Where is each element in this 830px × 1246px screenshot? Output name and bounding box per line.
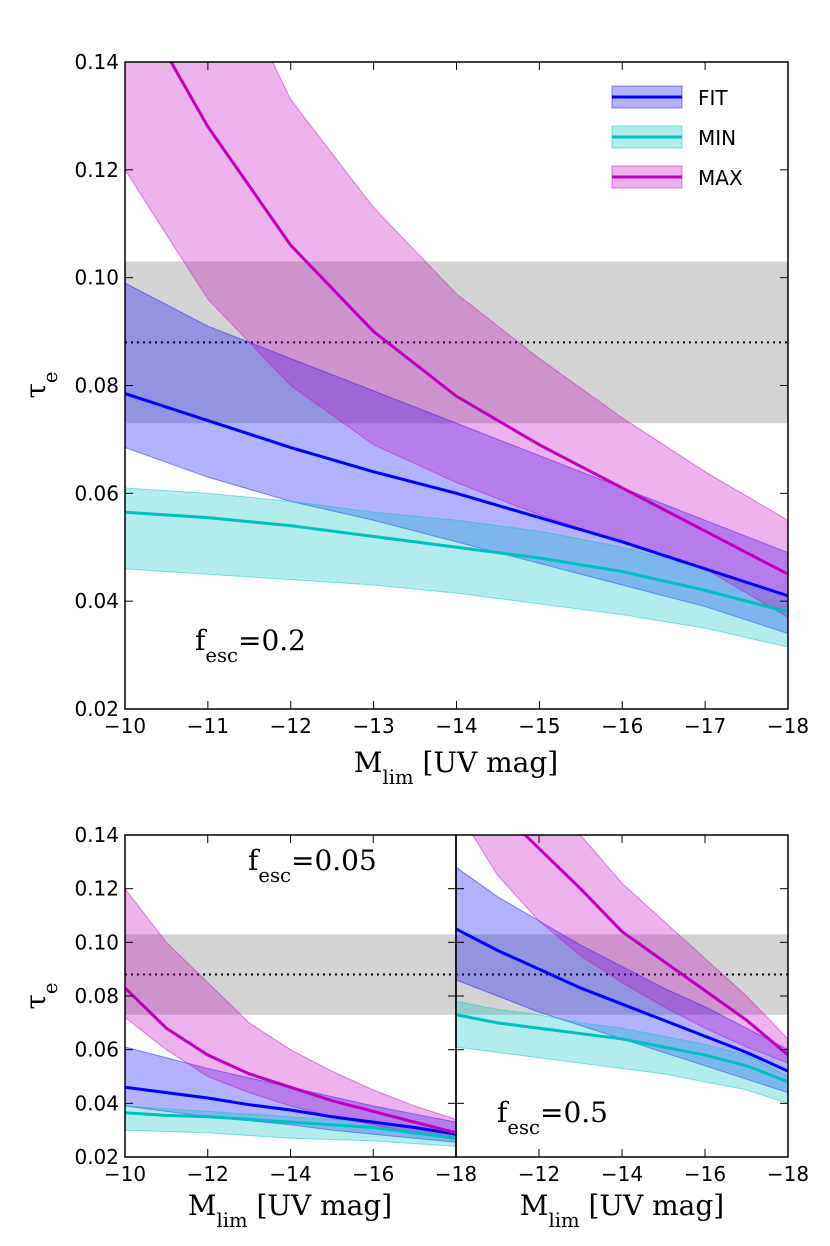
annotation-base: f	[248, 844, 261, 877]
x-tick-label: −11	[187, 714, 229, 738]
uncertainty-band	[472, 835, 788, 1064]
x-axis-label-sub: lim	[548, 1209, 580, 1232]
annotation-base: f	[497, 1096, 510, 1129]
annotation-sub: esc	[205, 644, 238, 667]
y-tick-label: 0.04	[74, 1091, 119, 1115]
x-tick-label: −18	[435, 1162, 477, 1186]
series-line	[125, 1085, 456, 1136]
x-tick-label: −18	[767, 714, 809, 738]
annotation: fesc=0.2	[195, 624, 306, 667]
y-axis-label-sub: e	[39, 371, 62, 383]
y-tick-label: 0.12	[74, 877, 119, 901]
x-tick-label: −12	[518, 1162, 560, 1186]
y-tick-label: 0.06	[74, 481, 119, 505]
y-axis-label: τe	[19, 371, 62, 398]
x-tick-label: −16	[684, 1162, 726, 1186]
x-tick-label: −14	[601, 1162, 643, 1186]
y-tick-label: 0.02	[74, 697, 119, 721]
legend-label: FIT	[698, 86, 728, 110]
y-tick-label: 0.10	[74, 930, 119, 954]
series-line	[125, 392, 788, 598]
y-tick-label: 0.02	[74, 1145, 119, 1169]
legend-label: MIN	[698, 126, 736, 150]
x-tick-label: −10	[104, 1162, 146, 1186]
uncertainty-band	[125, 282, 788, 635]
y-axis-label: τe	[19, 982, 62, 1009]
x-tick-label: −14	[269, 1162, 311, 1186]
x-axis-label-rest: [UV mag]	[414, 746, 559, 779]
x-axis-label-base: M	[188, 1189, 217, 1222]
annotation-base: f	[195, 624, 208, 657]
x-axis-label: Mlim [UV mag]	[188, 1189, 392, 1232]
y-tick-label: 0.08	[74, 374, 119, 398]
series-line	[169, 62, 788, 576]
x-axis-label: Mlim [UV mag]	[520, 1189, 724, 1232]
x-axis-label-rest: [UV mag]	[248, 1189, 393, 1222]
x-tick-label: −16	[601, 714, 643, 738]
series-line	[125, 510, 788, 614]
y-axis-label-sub: e	[39, 982, 62, 994]
x-axis-label: Mlim [UV mag]	[354, 746, 558, 789]
annotation-sub: esc	[258, 864, 291, 887]
y-tick-label: 0.08	[74, 984, 119, 1008]
legend-label: MAX	[698, 166, 743, 190]
annotation-rest: =0.2	[238, 624, 306, 657]
series-line	[125, 986, 456, 1135]
series-line	[523, 835, 788, 1057]
plot-area	[125, 62, 788, 648]
x-tick-label: −12	[187, 1162, 229, 1186]
y-axis-label-base: τ	[19, 383, 52, 399]
x-axis-label-sub: lim	[216, 1209, 248, 1232]
x-tick-label: −18	[767, 1162, 809, 1186]
uncertainty-band	[125, 887, 456, 1141]
x-axis-label-base: M	[354, 746, 383, 779]
x-tick-label: −15	[518, 714, 560, 738]
y-tick-label: 0.06	[74, 1038, 119, 1062]
x-tick-label: −14	[435, 714, 477, 738]
y-tick-label: 0.04	[74, 589, 119, 613]
x-tick-label: −12	[270, 714, 312, 738]
uncertainty-band	[125, 62, 788, 618]
x-tick-label: −13	[353, 714, 395, 738]
annotation-sub: esc	[507, 1116, 540, 1139]
y-tick-label: 0.14	[74, 823, 119, 847]
plot-area	[456, 835, 788, 1104]
uncertainty-band	[125, 487, 788, 648]
y-tick-label: 0.10	[74, 266, 119, 290]
x-axis-label-base: M	[520, 1189, 549, 1222]
x-tick-label: −17	[684, 714, 726, 738]
x-axis-label-sub: lim	[382, 766, 414, 789]
y-tick-label: 0.12	[74, 158, 119, 182]
x-tick-label: −16	[352, 1162, 394, 1186]
annotation-rest: =0.5	[540, 1096, 608, 1129]
y-axis-label-base: τ	[19, 994, 52, 1010]
annotation: fesc=0.5	[497, 1096, 608, 1139]
plot-area	[125, 887, 456, 1147]
x-tick-label: −10	[104, 714, 146, 738]
series-line	[456, 927, 788, 1073]
annotation-rest: =0.05	[291, 844, 377, 877]
series-line	[456, 1013, 788, 1084]
annotation: fesc=0.05	[248, 844, 377, 887]
series-line	[125, 1111, 456, 1140]
x-axis-label-rest: [UV mag]	[580, 1189, 725, 1222]
y-tick-label: 0.14	[74, 50, 119, 74]
